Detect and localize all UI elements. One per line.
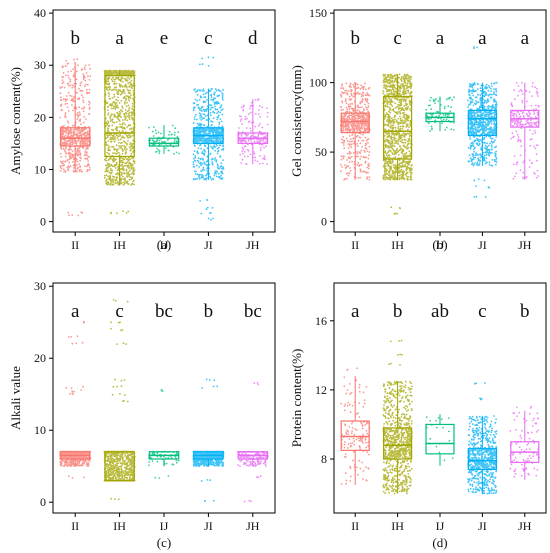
y-tick-label: 8	[321, 452, 327, 466]
y-axis-title: Gel consistency(mm)	[289, 65, 304, 177]
panel-b: 0 50 100 150 Gel consistency(mm) (b) II b IH c IJ a…	[289, 6, 547, 252]
x-tick-label: JI	[204, 519, 213, 533]
y-tick-label: 10	[34, 162, 46, 176]
x-tick-label: IJ	[160, 238, 169, 252]
y-tick-label: 16	[315, 314, 327, 328]
points-IH	[382, 339, 413, 495]
y-axis-title: Amylose content(%)	[8, 67, 23, 175]
significance-letter-IJ: ab	[431, 301, 449, 322]
significance-letter-IH: a	[115, 28, 124, 49]
x-tick-label: JH	[518, 519, 532, 533]
y-tick-label: 20	[34, 351, 46, 365]
significance-letter-JH: a	[521, 28, 530, 49]
y-tick-label: 20	[34, 110, 46, 124]
box-IH	[383, 427, 413, 460]
significance-letter-II: a	[71, 301, 80, 322]
y-tick-label: 100	[309, 76, 327, 90]
significance-letter-IH: b	[393, 301, 403, 322]
points-JI	[467, 382, 498, 495]
points-IJ	[425, 96, 456, 132]
panel-caption: (c)	[157, 535, 171, 550]
points-IH	[103, 299, 136, 501]
y-axis-title: Alkali value	[8, 366, 23, 430]
y-tick-label: 0	[321, 215, 327, 229]
x-tick-label: II	[351, 238, 359, 252]
x-tick-label: II	[71, 519, 79, 533]
panel-c: 0 10 20 30 Alkali value (c) II a IH c IJ bc JI b JH bc	[8, 279, 276, 550]
significance-letter-JI: c	[204, 28, 212, 49]
y-tick-label: 30	[34, 58, 46, 72]
significance-letter-JH: b	[520, 301, 530, 322]
points-JI	[192, 378, 225, 503]
y-tick-label: 30	[34, 279, 46, 293]
points-II	[59, 58, 92, 217]
significance-letter-IJ: bc	[155, 301, 173, 322]
points-IH	[103, 69, 136, 215]
significance-letter-IH: c	[115, 301, 123, 322]
box-IH	[104, 75, 135, 158]
box-II	[340, 420, 370, 451]
points-IJ	[425, 416, 454, 462]
points-IJ	[148, 124, 180, 155]
significance-letter-II: b	[350, 28, 360, 49]
x-tick-label: JH	[246, 519, 260, 533]
significance-letter-JH: bc	[244, 301, 262, 322]
points-JH	[510, 81, 540, 180]
box-II	[59, 127, 91, 147]
y-tick-label: 12	[315, 383, 327, 397]
box-IH	[383, 95, 413, 160]
x-tick-label: II	[351, 519, 359, 533]
x-tick-label: IJ	[436, 238, 445, 252]
significance-letter-IH: c	[393, 28, 401, 49]
x-tick-label: JI	[478, 519, 487, 533]
box-IJ	[425, 423, 455, 455]
significance-letter-II: a	[351, 301, 360, 322]
points-II	[339, 81, 371, 181]
panel-caption: (a)	[157, 237, 171, 252]
x-tick-label: JH	[246, 238, 260, 252]
significance-letter-IJ: e	[160, 28, 168, 49]
points-II	[59, 320, 92, 479]
box-JI	[467, 109, 497, 137]
y-tick-label: 150	[309, 6, 327, 20]
y-axis-title: Protein content(%)	[289, 349, 304, 448]
box-IJ	[148, 137, 180, 147]
x-tick-label: IH	[113, 238, 126, 252]
significance-letter-JH: d	[248, 28, 258, 49]
points-IH	[382, 73, 413, 215]
panel-caption: (b)	[432, 237, 447, 252]
x-tick-label: JI	[478, 238, 487, 252]
significance-letter-JI: c	[478, 301, 486, 322]
box-II	[340, 112, 370, 134]
x-tick-label: IH	[391, 238, 404, 252]
significance-letter-JI: b	[204, 301, 214, 322]
panel-d: 8 12 16 Protein content(%) (d) II a IH b IJ ab JI c J…	[289, 282, 547, 550]
points-JH	[237, 98, 269, 166]
y-tick-label: 0	[40, 495, 46, 509]
y-tick-label: 10	[34, 423, 46, 437]
points-JI	[467, 46, 498, 198]
significance-letter-II: b	[70, 28, 80, 49]
significance-letter-IJ: a	[436, 28, 445, 49]
y-tick-label: 40	[34, 6, 46, 20]
x-tick-label: II	[71, 238, 79, 252]
significance-letter-JI: a	[478, 28, 487, 49]
x-tick-label: IJ	[436, 519, 445, 533]
x-tick-label: IJ	[160, 519, 169, 533]
x-tick-label: JH	[518, 238, 532, 252]
x-tick-label: IH	[391, 519, 404, 533]
x-tick-label: IH	[113, 519, 126, 533]
panel-a: 0 10 20 30 40 Amylose content(%) (a) II b IH a IJ e J…	[8, 6, 276, 252]
box-JI	[467, 448, 497, 470]
y-tick-label: 0	[40, 215, 46, 229]
points-JH	[237, 382, 269, 503]
points-JI	[192, 56, 225, 221]
y-tick-label: 50	[315, 145, 327, 159]
panel-caption: (d)	[432, 535, 447, 550]
x-tick-label: JI	[204, 238, 213, 252]
